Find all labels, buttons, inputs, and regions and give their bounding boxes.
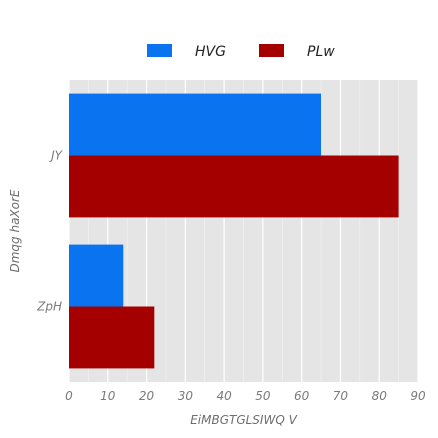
x-tick-label: 0 [65, 389, 73, 403]
x-tick-label: 90 [410, 389, 426, 403]
x-tick-label: 40 [216, 389, 232, 403]
bar-hvg-zph [69, 244, 124, 307]
bars [69, 93, 399, 369]
x-tick-label: 70 [333, 389, 349, 403]
y-tick-label: JY [49, 149, 64, 163]
bar-plw-zph [69, 306, 155, 369]
x-tick-label: 20 [139, 389, 155, 403]
legend-swatch-hvg [147, 44, 172, 57]
y-axis-title: Dmqg haXorE [8, 189, 22, 272]
x-tick-labels: 0 10 20 30 40 50 60 70 80 90 [65, 389, 426, 403]
legend: HVG PLw [147, 44, 335, 60]
y-tick-labels: JY ZpH [36, 149, 64, 314]
legend-label-hvg: HVG [195, 44, 226, 60]
x-tick-label: 80 [372, 389, 388, 403]
x-tick-label: 60 [294, 389, 310, 403]
x-tick-label: 30 [178, 389, 194, 403]
legend-swatch-plw [259, 44, 284, 57]
y-tick-label: ZpH [36, 300, 62, 314]
x-axis-title: EiMBGTGLSIWQ V [190, 413, 297, 427]
x-tick-label: 10 [100, 389, 116, 403]
legend-label-plw: PLw [307, 44, 335, 60]
x-tick-label: 50 [255, 389, 271, 403]
bar-plw-jy [69, 155, 399, 218]
bar-hvg-jy [69, 93, 322, 156]
